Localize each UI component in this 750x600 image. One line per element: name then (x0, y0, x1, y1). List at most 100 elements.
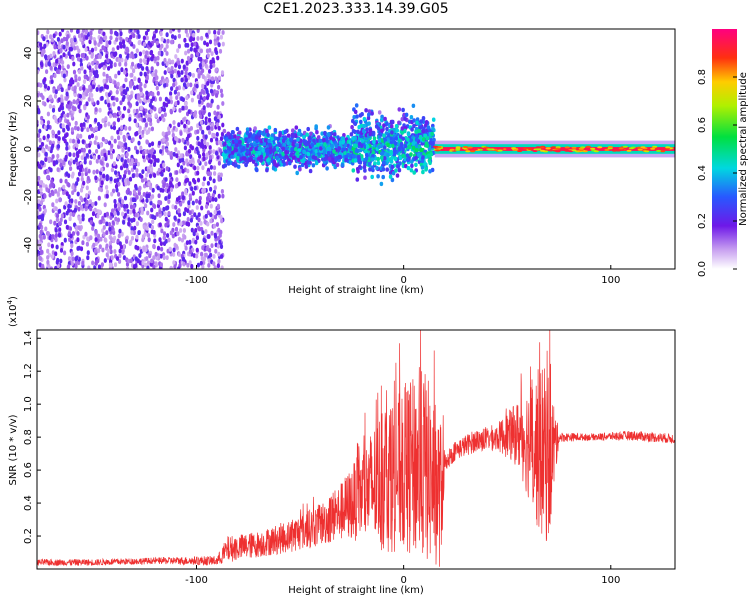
noise-cell (110, 143, 114, 149)
signal-cell (405, 157, 410, 163)
noise-cell (65, 224, 69, 230)
noise-cell (38, 206, 42, 212)
signal-cell (236, 135, 240, 141)
noise-cell (184, 70, 188, 76)
noise-cell (215, 150, 219, 156)
noise-cell (184, 29, 188, 34)
noise-cell (147, 181, 151, 187)
signal-cell (351, 168, 356, 173)
noise-cell (64, 201, 68, 207)
noise-cell (198, 154, 202, 159)
noise-cell (43, 101, 47, 107)
noise-cell (39, 183, 43, 189)
noise-cell (103, 202, 107, 208)
signal-cell (367, 121, 371, 126)
noise-cell (210, 98, 214, 104)
signal-cell (294, 147, 298, 152)
signal-cell (281, 159, 286, 164)
noise-cell (197, 217, 201, 223)
signal-cell (380, 128, 384, 133)
signal-cell (415, 133, 419, 139)
noise-cell (84, 29, 89, 34)
noise-cell (76, 165, 80, 170)
noise-cell (113, 203, 118, 209)
noise-cell (186, 140, 190, 146)
signal-cell (319, 146, 323, 151)
noise-cell (184, 188, 188, 194)
noise-cell (197, 226, 201, 232)
snr-scale-label: (x104) (6, 296, 19, 327)
noise-cell (182, 211, 186, 217)
noise-cell (46, 248, 50, 254)
noise-cell (212, 133, 216, 138)
noise-cell (105, 78, 109, 83)
noise-cell (72, 61, 76, 67)
noise-cell (149, 196, 153, 202)
noise-cell (116, 211, 120, 216)
tone-cell (607, 146, 613, 148)
noise-cell (139, 217, 143, 223)
signal-cell (409, 152, 413, 157)
noise-cell (71, 231, 76, 236)
noise-cell (54, 251, 58, 257)
noise-cell (93, 58, 97, 63)
signal-cell (420, 165, 425, 170)
noise-cell (85, 153, 89, 158)
noise-cell (74, 74, 78, 80)
signal-cell (429, 152, 434, 157)
colorbar: 0.00.20.40.60.8 Normalized spectral ampl… (697, 29, 749, 277)
noise-cell (59, 248, 64, 253)
noise-cell (71, 105, 75, 111)
signal-cell (354, 143, 358, 149)
noise-cell (206, 102, 210, 108)
noise-cell (76, 133, 80, 139)
noise-cell (153, 56, 158, 62)
signal-cell (234, 143, 239, 148)
noise-cell (66, 34, 70, 39)
noise-cell (205, 152, 209, 158)
noise-cell (107, 102, 111, 108)
noise-cell (196, 165, 200, 171)
signal-cell (431, 117, 436, 122)
noise-cell (150, 258, 154, 264)
noise-cell (79, 122, 84, 128)
signal-cell (381, 167, 386, 172)
noise-cell (128, 190, 132, 196)
noise-cell (159, 149, 163, 154)
noise-cell (113, 262, 118, 268)
noise-cell (75, 45, 79, 51)
noise-cell (219, 172, 223, 178)
signal-cell (252, 149, 256, 155)
noise-cell (56, 191, 60, 197)
signal-cell (385, 126, 389, 132)
noise-cell (139, 71, 143, 77)
noise-cell (72, 159, 76, 165)
noise-cell (203, 40, 207, 46)
noise-cell (161, 145, 165, 151)
noise-cell (205, 95, 210, 101)
noise-cell (183, 234, 187, 240)
noise-cell (198, 63, 202, 68)
noise-cell (88, 39, 92, 45)
signal-cell (352, 115, 357, 120)
tone-cell (571, 149, 577, 152)
noise-cell (62, 127, 66, 133)
noise-cell (122, 43, 126, 49)
noise-cell (212, 165, 217, 171)
noise-cell (70, 37, 74, 43)
noise-cell (186, 43, 190, 48)
noise-cell (135, 234, 139, 240)
noise-cell (143, 117, 147, 123)
noise-cell (149, 185, 153, 191)
signal-cell (293, 139, 297, 144)
noise-cell (143, 83, 147, 89)
noise-cell (113, 62, 117, 68)
noise-cell (57, 85, 61, 91)
signal-cell (373, 161, 377, 166)
colorbar-tick-label: 0.6 (697, 117, 708, 133)
noise-cell (38, 128, 42, 134)
signal-cell (381, 160, 386, 165)
tone-cell (551, 146, 557, 149)
noise-cell (100, 180, 104, 186)
tone-cell (564, 146, 570, 149)
